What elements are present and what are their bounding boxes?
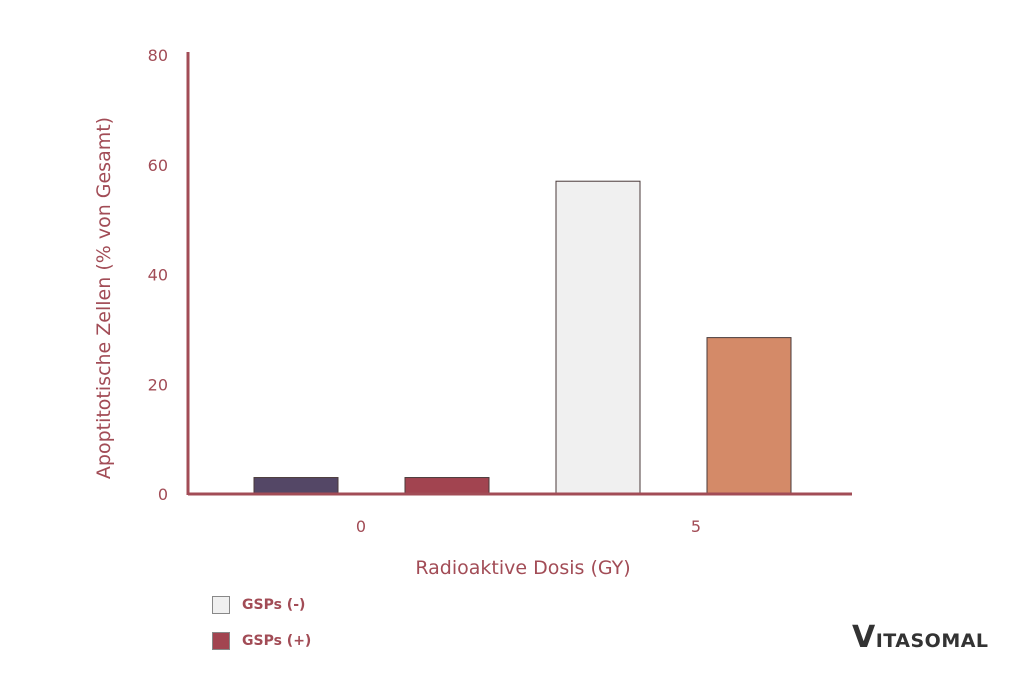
y-tick-labels: 0 20 40 60 80 bbox=[148, 46, 168, 504]
brand-logo-rest: ITASOMAL bbox=[875, 630, 989, 652]
legend-label-gsps-plus: GSPs (+) bbox=[242, 633, 312, 649]
x-tick-label-5: 5 bbox=[691, 517, 701, 536]
bar-dose-5-b bbox=[706, 337, 792, 495]
x-axis-title: Radioaktive Dosis (GY) bbox=[415, 557, 630, 579]
x-tick-label-0: 0 bbox=[356, 517, 366, 536]
legend-label-gsps-minus: GSPs (-) bbox=[242, 597, 306, 613]
y-tick-label-60: 60 bbox=[148, 156, 168, 175]
legend-item-gsps-minus: GSPs (-) bbox=[212, 594, 311, 616]
bars-group bbox=[253, 180, 792, 495]
y-tick-label-40: 40 bbox=[148, 266, 168, 285]
y-tick-label-0: 0 bbox=[158, 485, 168, 504]
brand-logo: VITASOMAL bbox=[852, 620, 989, 655]
y-axis-title: Apoptitotische Zellen (% von Gesamt) bbox=[93, 117, 115, 479]
legend-swatch-gsps-minus bbox=[212, 596, 230, 614]
bar-dose-5-a bbox=[555, 180, 641, 495]
legend-swatch-gsps-plus bbox=[212, 632, 230, 650]
y-tick-label-80: 80 bbox=[148, 46, 168, 65]
legend-item-gsps-plus: GSPs (+) bbox=[212, 630, 311, 652]
y-tick-label-20: 20 bbox=[148, 375, 168, 394]
bar-dose-0-a bbox=[253, 477, 339, 495]
bar-dose-0-b bbox=[404, 477, 490, 495]
legend: GSPs (-) GSPs (+) bbox=[212, 594, 311, 666]
brand-logo-initial: V bbox=[852, 620, 876, 655]
